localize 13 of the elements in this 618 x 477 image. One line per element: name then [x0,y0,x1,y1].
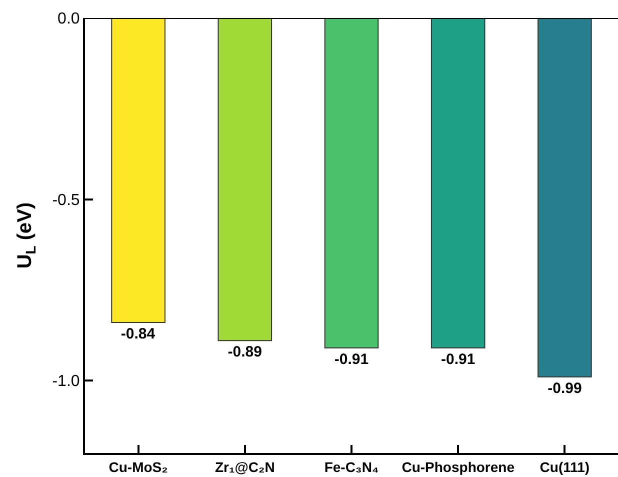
y-tick-label: -0.5 [52,192,80,209]
y-tick-label: 0.0 [58,10,80,28]
x-tick-label: Cu-MoS₂ [108,458,168,475]
data-label: -0.84 [120,326,156,342]
data-label: -0.89 [228,344,262,361]
data-label: -0.91 [441,350,476,368]
data-label: -0.91 [334,350,369,368]
x-tick-label: Zr₁@C₂N [214,458,275,475]
x-tick-label: Fe-C₃N₄ [324,458,379,475]
data-label: -0.99 [548,380,582,397]
x-tick-label: Cu(111) [540,458,590,475]
y-tick-label: -1.0 [52,373,80,390]
x-tick-label: Cu-Phosphorene [402,458,515,475]
